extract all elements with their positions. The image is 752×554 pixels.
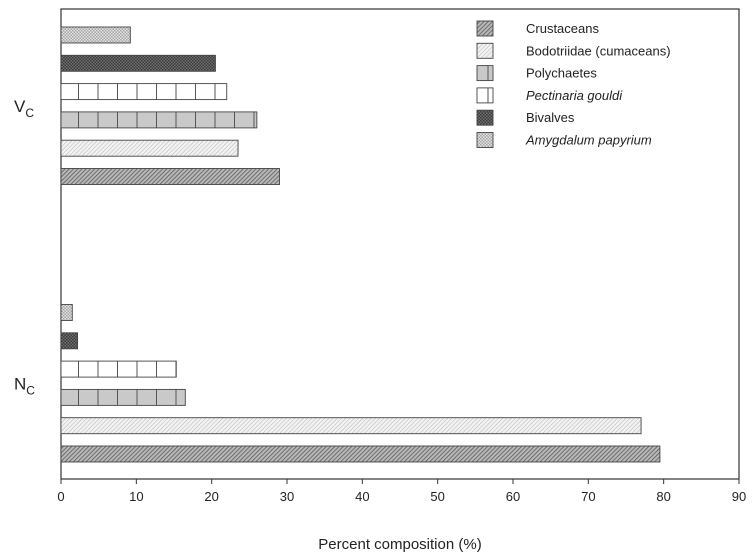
legend-label-bivalves: Bivalves xyxy=(526,110,575,125)
legend-label-bodotriidae-cumaceans: Bodotriidae (cumaceans) xyxy=(526,43,671,58)
x-tick-label-10: 10 xyxy=(129,489,143,504)
legend-swatch-amygdalum-papyrium xyxy=(476,132,494,148)
x-tick-label-20: 20 xyxy=(204,489,218,504)
legend-label-amygdalum-papyrium: Amygdalum papyrium xyxy=(525,133,652,148)
category-label-vc: VC xyxy=(14,97,34,120)
legend-swatch-bivalves xyxy=(476,109,494,126)
bar-vc-pectinaria-gouldi xyxy=(60,83,228,101)
bar-nc-pectinaria-gouldi xyxy=(60,360,177,378)
bar-vc-polychaetes xyxy=(60,111,258,129)
bar-vc-amygdalum-papyrium xyxy=(60,26,131,44)
legend-swatch-crustaceans xyxy=(476,20,494,37)
x-tick-label-50: 50 xyxy=(430,489,444,504)
legend-swatch-pectinaria-gouldi xyxy=(476,87,494,104)
legend-label-crustaceans: Crustaceans xyxy=(526,21,599,36)
category-labels: VC NC xyxy=(14,97,35,398)
x-tick-label-90: 90 xyxy=(732,489,746,504)
x-tick-label-40: 40 xyxy=(355,489,369,504)
bar-nc-crustaceans xyxy=(60,445,661,463)
legend-swatch-polychaetes xyxy=(476,65,494,82)
plot-frame xyxy=(60,8,740,480)
x-tick-label-0: 0 xyxy=(57,489,64,504)
bar-nc-bodotriidae-cumaceans xyxy=(60,417,642,435)
x-tick-label-70: 70 xyxy=(581,489,595,504)
bars xyxy=(60,26,661,463)
legend-swatch-bodotriidae-cumaceans xyxy=(476,42,494,59)
category-label-nc: NC xyxy=(14,374,35,397)
legend-label-pectinaria-gouldi: Pectinaria gouldi xyxy=(526,88,623,103)
bar-vc-bodotriidae-cumaceans xyxy=(60,139,239,157)
x-tick-label-30: 30 xyxy=(280,489,294,504)
bar-nc-bivalves xyxy=(60,332,79,350)
x-tick-label-80: 80 xyxy=(656,489,670,504)
bar-vc-bivalves xyxy=(60,54,216,72)
bar-vc-crustaceans xyxy=(60,168,280,185)
bar-nc-polychaetes xyxy=(60,388,186,406)
legend-label-polychaetes: Polychaetes xyxy=(526,66,597,81)
x-tick-label-60: 60 xyxy=(506,489,520,504)
x-axis: 0 10 20 30 40 50 60 70 80 90 xyxy=(57,479,746,504)
x-axis-title: Percent composition (%) xyxy=(318,536,481,553)
legend: Crustaceans Bodotriidae (cumaceans) Polych… xyxy=(476,20,671,148)
bar-nc-amygdalum-papyrium xyxy=(60,304,73,321)
plot-area xyxy=(60,8,740,480)
